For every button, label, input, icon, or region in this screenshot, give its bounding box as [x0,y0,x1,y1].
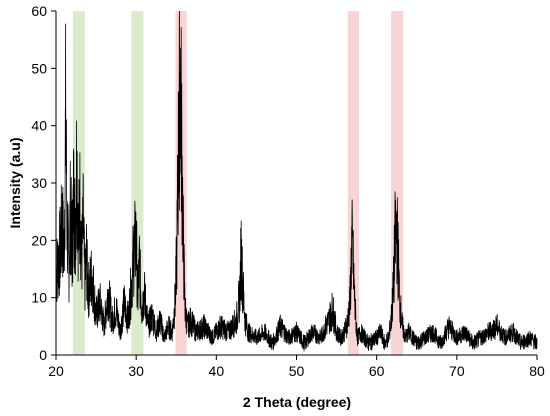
x-tick-label: 50 [289,363,305,379]
y-tick-label: 30 [31,175,47,191]
y-tick-label: 20 [31,232,47,248]
x-axis-title: 2 Theta (degree) [243,394,351,410]
x-tick-label: 40 [209,363,225,379]
x-axis-ticks: 20 30 40 50 60 70 80 [48,355,545,379]
y-tick-label: 40 [31,118,47,134]
x-tick-label: 30 [128,363,144,379]
y-tick-label: 50 [31,60,47,76]
x-tick-label: 70 [449,363,465,379]
y-axis-title: Intensity (a.u) [7,137,23,228]
axes [55,11,537,356]
y-tick-label: 60 [31,3,47,19]
y-axis-ticks: 0 10 20 30 40 50 60 [31,3,56,363]
x-tick-label: 60 [369,363,385,379]
series-line [55,10,538,352]
x-tick-label: 20 [48,363,64,379]
intensity-trace [55,10,538,352]
y-tick-label: 10 [31,290,47,306]
y-tick-label: 0 [39,347,47,363]
x-tick-label: 80 [529,363,545,379]
highlight-band-4 [347,11,360,355]
